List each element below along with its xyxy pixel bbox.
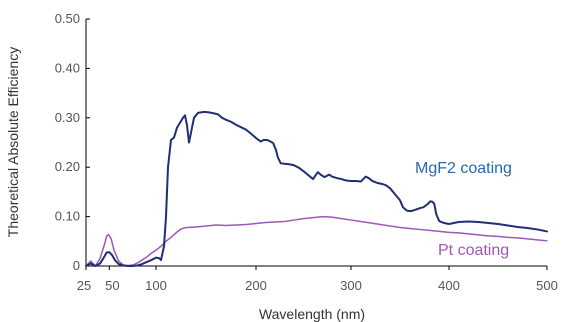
y-tick-label-2: 0.20 <box>55 159 80 174</box>
series-0 <box>85 110 548 267</box>
y-axis-label: Theoretical Absolute Efficiency <box>5 47 21 237</box>
x-tick-label-1: 50 <box>105 278 119 293</box>
y-tick-label-0: 0 <box>73 258 80 273</box>
y-tick-label-4: 0.40 <box>55 60 80 75</box>
x-tick-label-5: 400 <box>438 278 460 293</box>
x-tick-label-0: 25 <box>77 278 91 293</box>
series-line-0 <box>85 110 548 267</box>
labels-layer: Wavelength (nm) Theoretical Absolute Effi… <box>5 47 512 322</box>
series-layer <box>85 110 548 267</box>
y-tick-label-3: 0.30 <box>55 110 80 125</box>
x-tick-label-4: 300 <box>340 278 362 293</box>
x-tick-label-2: 100 <box>145 278 167 293</box>
axes-layer: 25 50 100 200 300 400 500 0 0.10 0.20 0.30 0.40 0.50 <box>55 11 558 293</box>
x-tick-label-6: 500 <box>536 278 558 293</box>
mgf2-series-label: MgF2 coating <box>415 160 512 177</box>
y-tick-label-1: 0.10 <box>55 209 80 224</box>
y-tick-label-5: 0.50 <box>55 11 80 26</box>
pt-series-label: Pt coating <box>438 242 509 259</box>
x-tick-label-3: 200 <box>245 278 267 293</box>
x-axis-label: Wavelength (nm) <box>259 306 365 322</box>
